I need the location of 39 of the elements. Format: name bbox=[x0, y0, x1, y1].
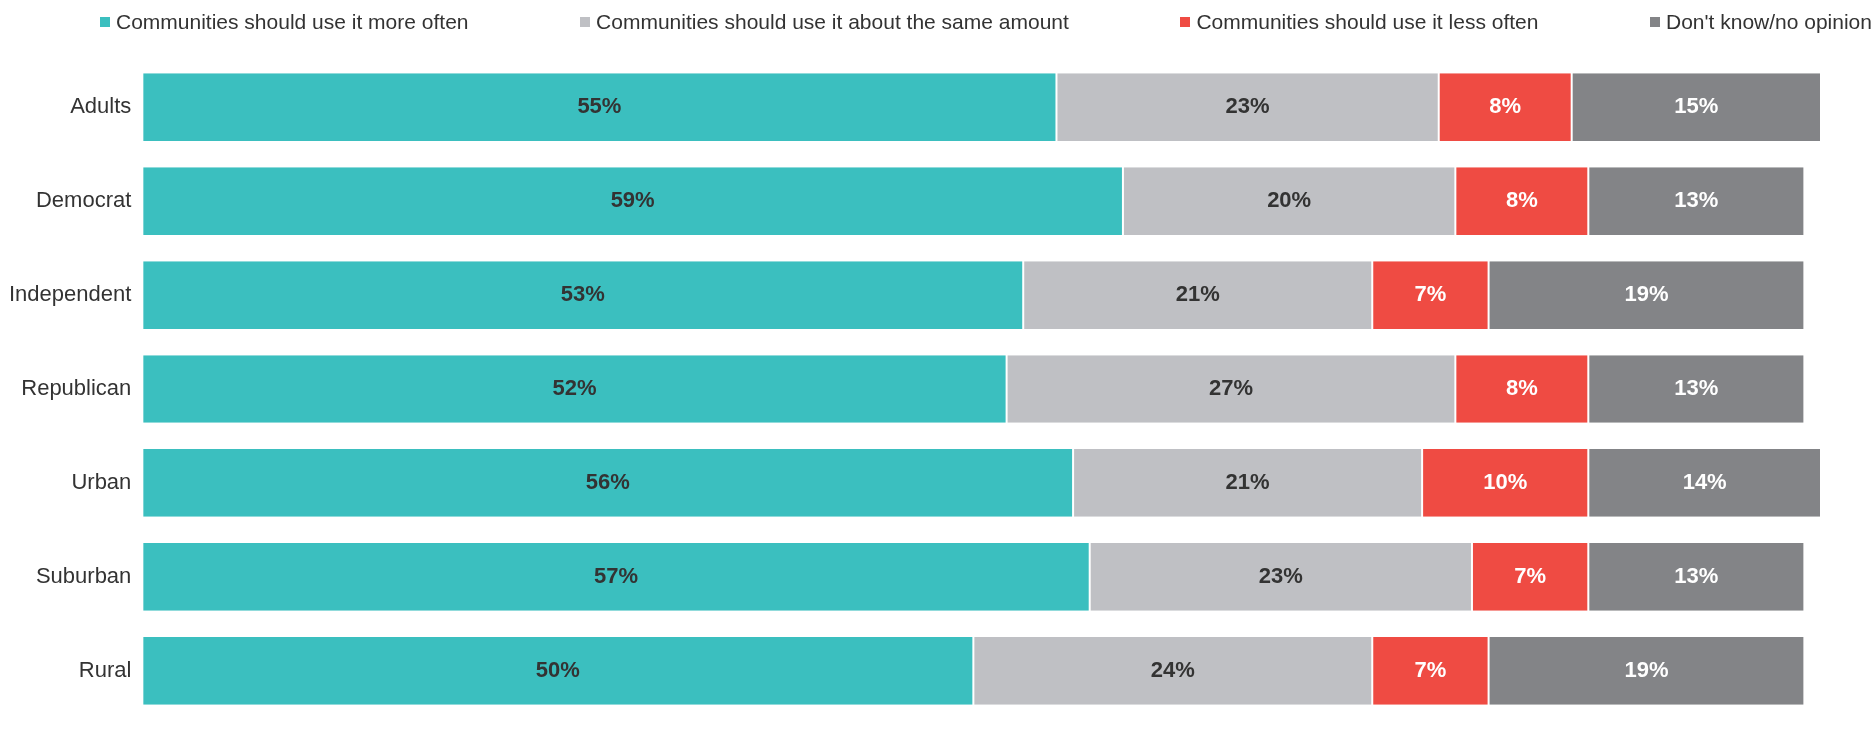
data-label: 52% bbox=[552, 375, 597, 401]
data-label: 7% bbox=[1414, 281, 1447, 307]
data-label: 19% bbox=[1624, 281, 1669, 307]
data-label: 14% bbox=[1682, 469, 1727, 495]
data-label: 8% bbox=[1489, 93, 1522, 119]
legend-label: Communities should use it less often bbox=[1196, 10, 1539, 34]
data-label: 21% bbox=[1225, 469, 1270, 495]
y-tick-label: Urban bbox=[71, 469, 132, 495]
data-label: 24% bbox=[1150, 656, 1195, 682]
data-label: 59% bbox=[610, 187, 655, 213]
data-label: 8% bbox=[1505, 187, 1538, 213]
data-label: 13% bbox=[1674, 375, 1719, 401]
data-label: 21% bbox=[1175, 281, 1220, 307]
data-label: 10% bbox=[1483, 469, 1528, 495]
y-tick-label: Independent bbox=[9, 281, 132, 307]
y-tick-label: Republican bbox=[21, 375, 132, 401]
legend-label: Communities should use it more often bbox=[116, 10, 469, 34]
data-label: 15% bbox=[1674, 93, 1719, 119]
legend-label: Communities should use it about the same amount bbox=[596, 10, 1069, 34]
data-label: 56% bbox=[585, 469, 630, 495]
data-label: 23% bbox=[1225, 93, 1270, 119]
data-label: 23% bbox=[1258, 562, 1303, 588]
data-label: 55% bbox=[577, 93, 622, 119]
data-label: 13% bbox=[1674, 187, 1719, 213]
y-tick-label: Suburban bbox=[35, 562, 132, 588]
y-tick-label: Adults bbox=[70, 93, 132, 119]
data-label: 13% bbox=[1674, 562, 1719, 588]
y-tick-label: Rural bbox=[78, 656, 132, 682]
data-label: 7% bbox=[1414, 656, 1447, 682]
data-label: 8% bbox=[1505, 375, 1538, 401]
data-label: 53% bbox=[560, 281, 605, 307]
data-label: 27% bbox=[1208, 375, 1253, 401]
data-label: 20% bbox=[1267, 187, 1312, 213]
y-tick-label: Democrat bbox=[35, 187, 132, 213]
data-label: 50% bbox=[535, 656, 580, 682]
data-label: 7% bbox=[1514, 562, 1547, 588]
legend-label: Don't know/no opinion bbox=[1666, 10, 1872, 34]
data-label: 57% bbox=[594, 562, 639, 588]
data-label: 19% bbox=[1624, 656, 1669, 682]
